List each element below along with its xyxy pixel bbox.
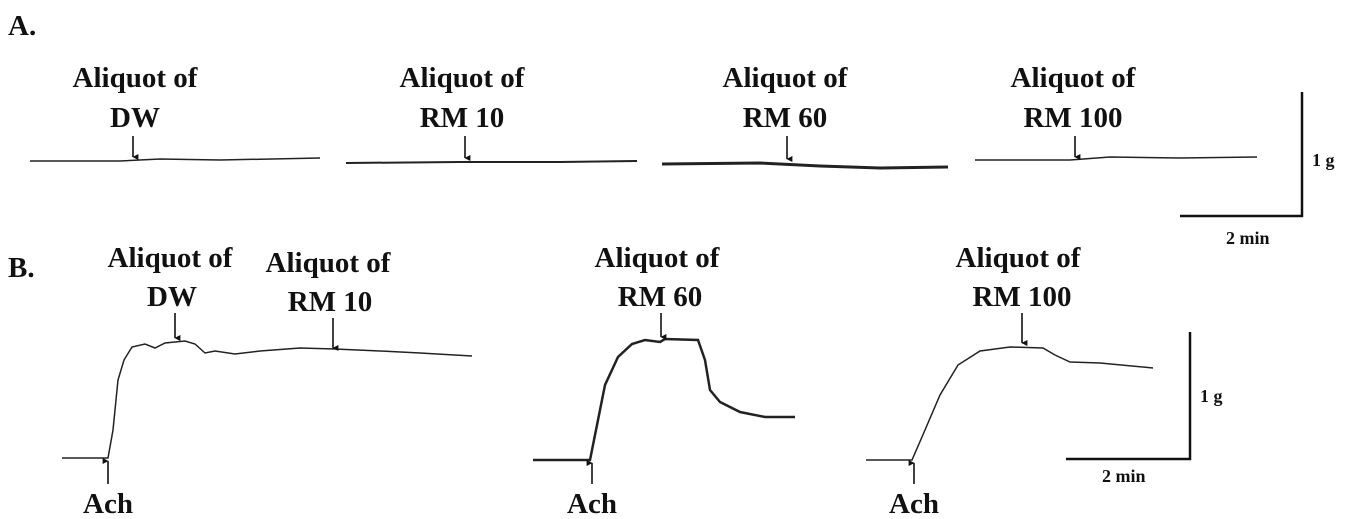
trace [30, 157, 321, 162]
annotation: Aliquot of [956, 242, 1081, 274]
stimulus-label: Ach [889, 488, 939, 519]
scale-label: 1 g [1312, 150, 1335, 170]
annotation: DW [110, 102, 160, 134]
stimulus-label: Ach [567, 488, 617, 519]
annotation: Aliquot of [266, 247, 391, 279]
scale-bar [1180, 92, 1304, 218]
scale-label: 1 g [1200, 386, 1223, 406]
stimulus-label: Ach [83, 488, 133, 519]
annotation: Aliquot of [108, 242, 233, 274]
scale-label: 2 min [1226, 228, 1270, 248]
annotation: RM 100 [1023, 102, 1122, 134]
panel-label: B. [8, 252, 35, 284]
trace [345, 160, 638, 164]
annotation: RM 60 [618, 281, 703, 313]
annotation: Aliquot of [400, 62, 525, 94]
annotation: RM 100 [972, 281, 1071, 313]
trace [533, 337, 795, 462]
trace [975, 156, 1258, 161]
annotation: Aliquot of [73, 62, 198, 94]
trace [866, 346, 1154, 461]
trace [62, 340, 473, 459]
annotation: Aliquot of [723, 62, 848, 94]
annotation: RM 60 [743, 102, 828, 134]
annotation: Aliquot of [1011, 62, 1136, 94]
scale-bar [1066, 332, 1192, 461]
annotation: RM 10 [420, 102, 505, 134]
annotation: Aliquot of [595, 242, 720, 274]
trace [661, 161, 949, 170]
annotation: RM 10 [288, 286, 373, 318]
scale-label: 2 min [1102, 466, 1146, 486]
panel-label: A. [8, 10, 36, 42]
annotation: DW [147, 281, 197, 313]
